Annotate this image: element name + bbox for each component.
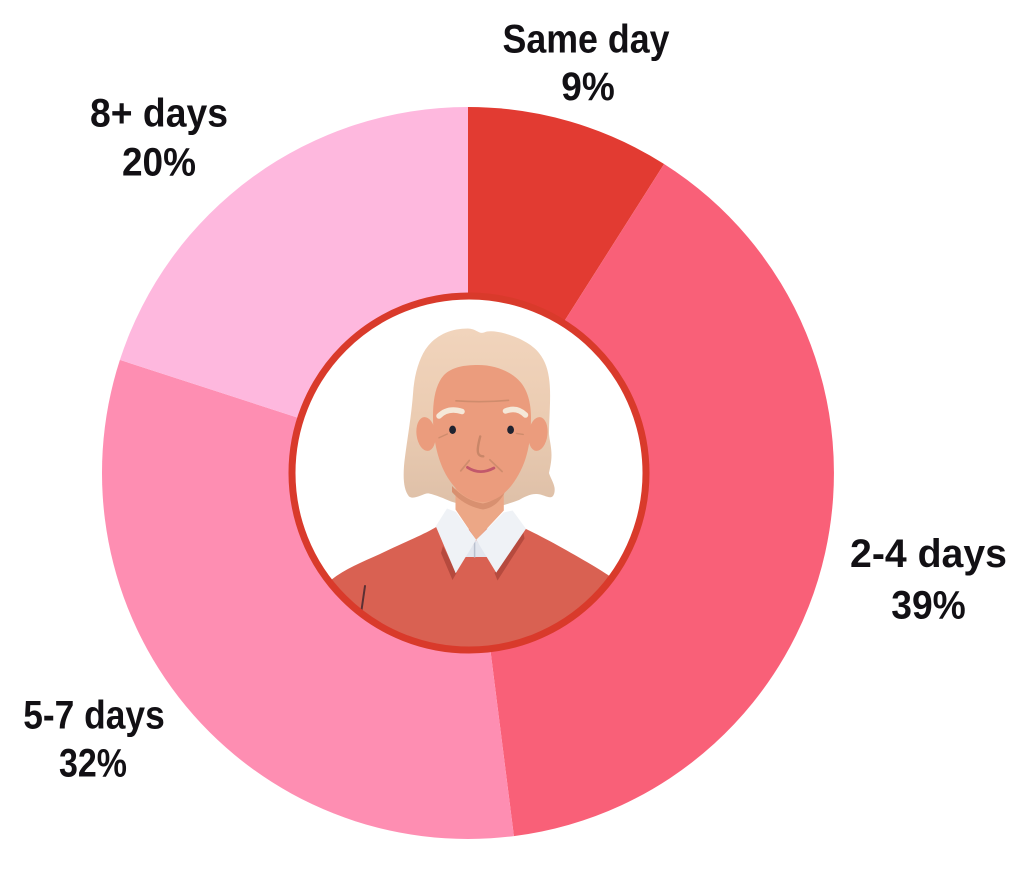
svg-text:9%: 9% (561, 65, 615, 109)
svg-text:20%: 20% (122, 141, 196, 185)
svg-text:2-4 days: 2-4 days (850, 532, 1007, 576)
svg-text:32%: 32% (59, 742, 127, 786)
svg-text:8+ days: 8+ days (90, 92, 228, 136)
svg-text:39%: 39% (891, 584, 966, 628)
svg-text:Same day: Same day (503, 18, 671, 62)
svg-text:5-7 days: 5-7 days (23, 694, 165, 738)
